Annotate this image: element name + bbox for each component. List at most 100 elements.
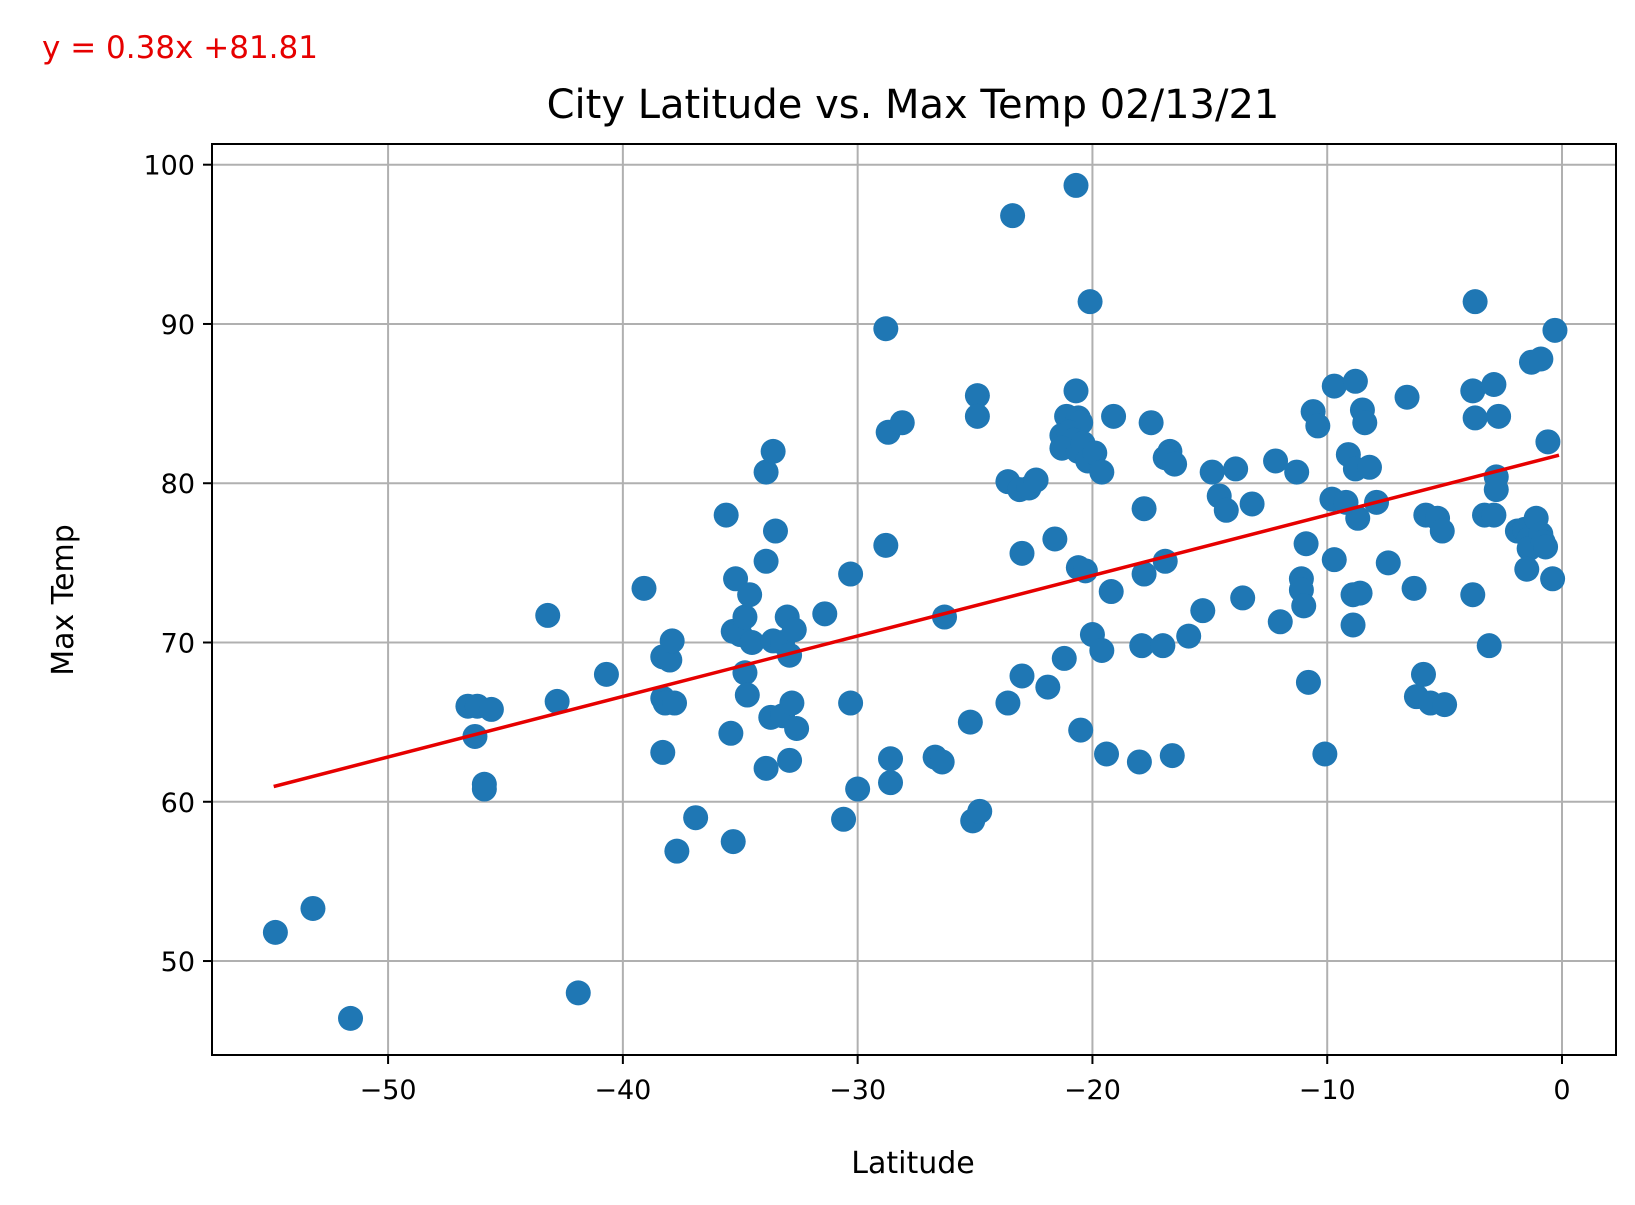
data-point [1476,633,1502,659]
data-point [1429,518,1455,544]
data-point [929,749,955,775]
data-point [535,602,561,628]
data-point [1293,531,1319,557]
data-point [1542,317,1568,343]
data-point [838,561,864,587]
x-tick-label: −10 [1299,1075,1356,1106]
data-point [762,518,788,544]
data-point [1000,203,1026,229]
data-point [1462,289,1488,315]
data-point [1150,633,1176,659]
data-point [1347,580,1373,606]
x-tick-label: −30 [829,1075,886,1106]
data-point [737,582,763,608]
data-point [662,690,688,716]
y-axis-ticks: 50 60 70 80 90 100 [143,151,212,978]
data-point [1138,410,1164,436]
y-tick-label: 50 [161,947,195,978]
data-point [1089,637,1115,663]
data-point [338,1005,364,1031]
data-point [300,895,326,921]
data-point [631,575,657,601]
data-point [713,502,739,528]
data-point [1063,378,1089,404]
data-point [1152,548,1178,574]
data-point [657,647,683,673]
data-point [1267,609,1293,635]
data-point [478,696,504,722]
data-point [1394,384,1420,410]
data-point [1131,496,1157,522]
data-point [1305,413,1331,439]
data-point [1159,743,1185,769]
data-point [683,805,709,831]
data-point [1291,593,1317,619]
data-point [1540,566,1566,592]
data-point [1077,289,1103,315]
data-point [1131,561,1157,587]
data-point [784,716,810,742]
data-point [1063,172,1089,198]
data-point [1051,645,1077,671]
data-point [1432,692,1458,718]
data-point [739,630,765,656]
data-point [565,980,591,1006]
data-point [1375,550,1401,576]
chart-title: City Latitude vs. Max Temp 02/13/21 [547,82,1280,128]
data-point [967,798,993,824]
data-point [1312,741,1338,767]
data-point [544,688,570,714]
data-point [1460,582,1486,608]
data-point [1284,459,1310,485]
data-point [1410,661,1436,687]
data-point [781,617,807,643]
plot-frame [211,143,1617,1056]
data-point [1199,459,1225,485]
regression-equation: y = 0.38x +81.81 [42,30,318,66]
data-point [1098,579,1124,605]
data-point [1023,467,1049,493]
data-point [1486,403,1512,429]
data-point [1035,674,1061,700]
y-tick-label: 70 [161,629,195,660]
data-point [1345,505,1371,531]
data-point [1162,451,1188,477]
x-tick-label: −40 [594,1075,651,1106]
data-point [1321,373,1347,399]
data-point [471,776,497,802]
data-point [812,601,838,627]
data-point [593,661,619,687]
data-point [760,438,786,464]
data-point [1481,502,1507,528]
data-point [1230,585,1256,611]
data-point [1239,491,1265,517]
data-point [1190,598,1216,624]
data-point [1533,534,1559,560]
y-tick-label: 100 [143,151,195,182]
data-point [1514,556,1540,582]
data-point [838,690,864,716]
data-point [1042,526,1068,552]
data-point [1089,459,1115,485]
data-point [1342,368,1368,394]
data-point [1129,633,1155,659]
grid-lines [212,144,1616,1055]
data-point [753,459,779,485]
data-point [831,806,857,832]
data-point [1356,454,1382,480]
data-point [659,628,685,654]
y-tick-label: 80 [161,469,195,500]
x-tick-label: −20 [1064,1075,1121,1106]
data-point [1223,456,1249,482]
data-point [1213,497,1239,523]
data-point [262,919,288,945]
data-point [1460,378,1486,404]
data-point [1462,405,1488,431]
data-point [732,604,758,630]
data-point [1401,575,1427,601]
data-point [664,838,690,864]
regression-line [273,453,1560,789]
data-point [878,746,904,772]
